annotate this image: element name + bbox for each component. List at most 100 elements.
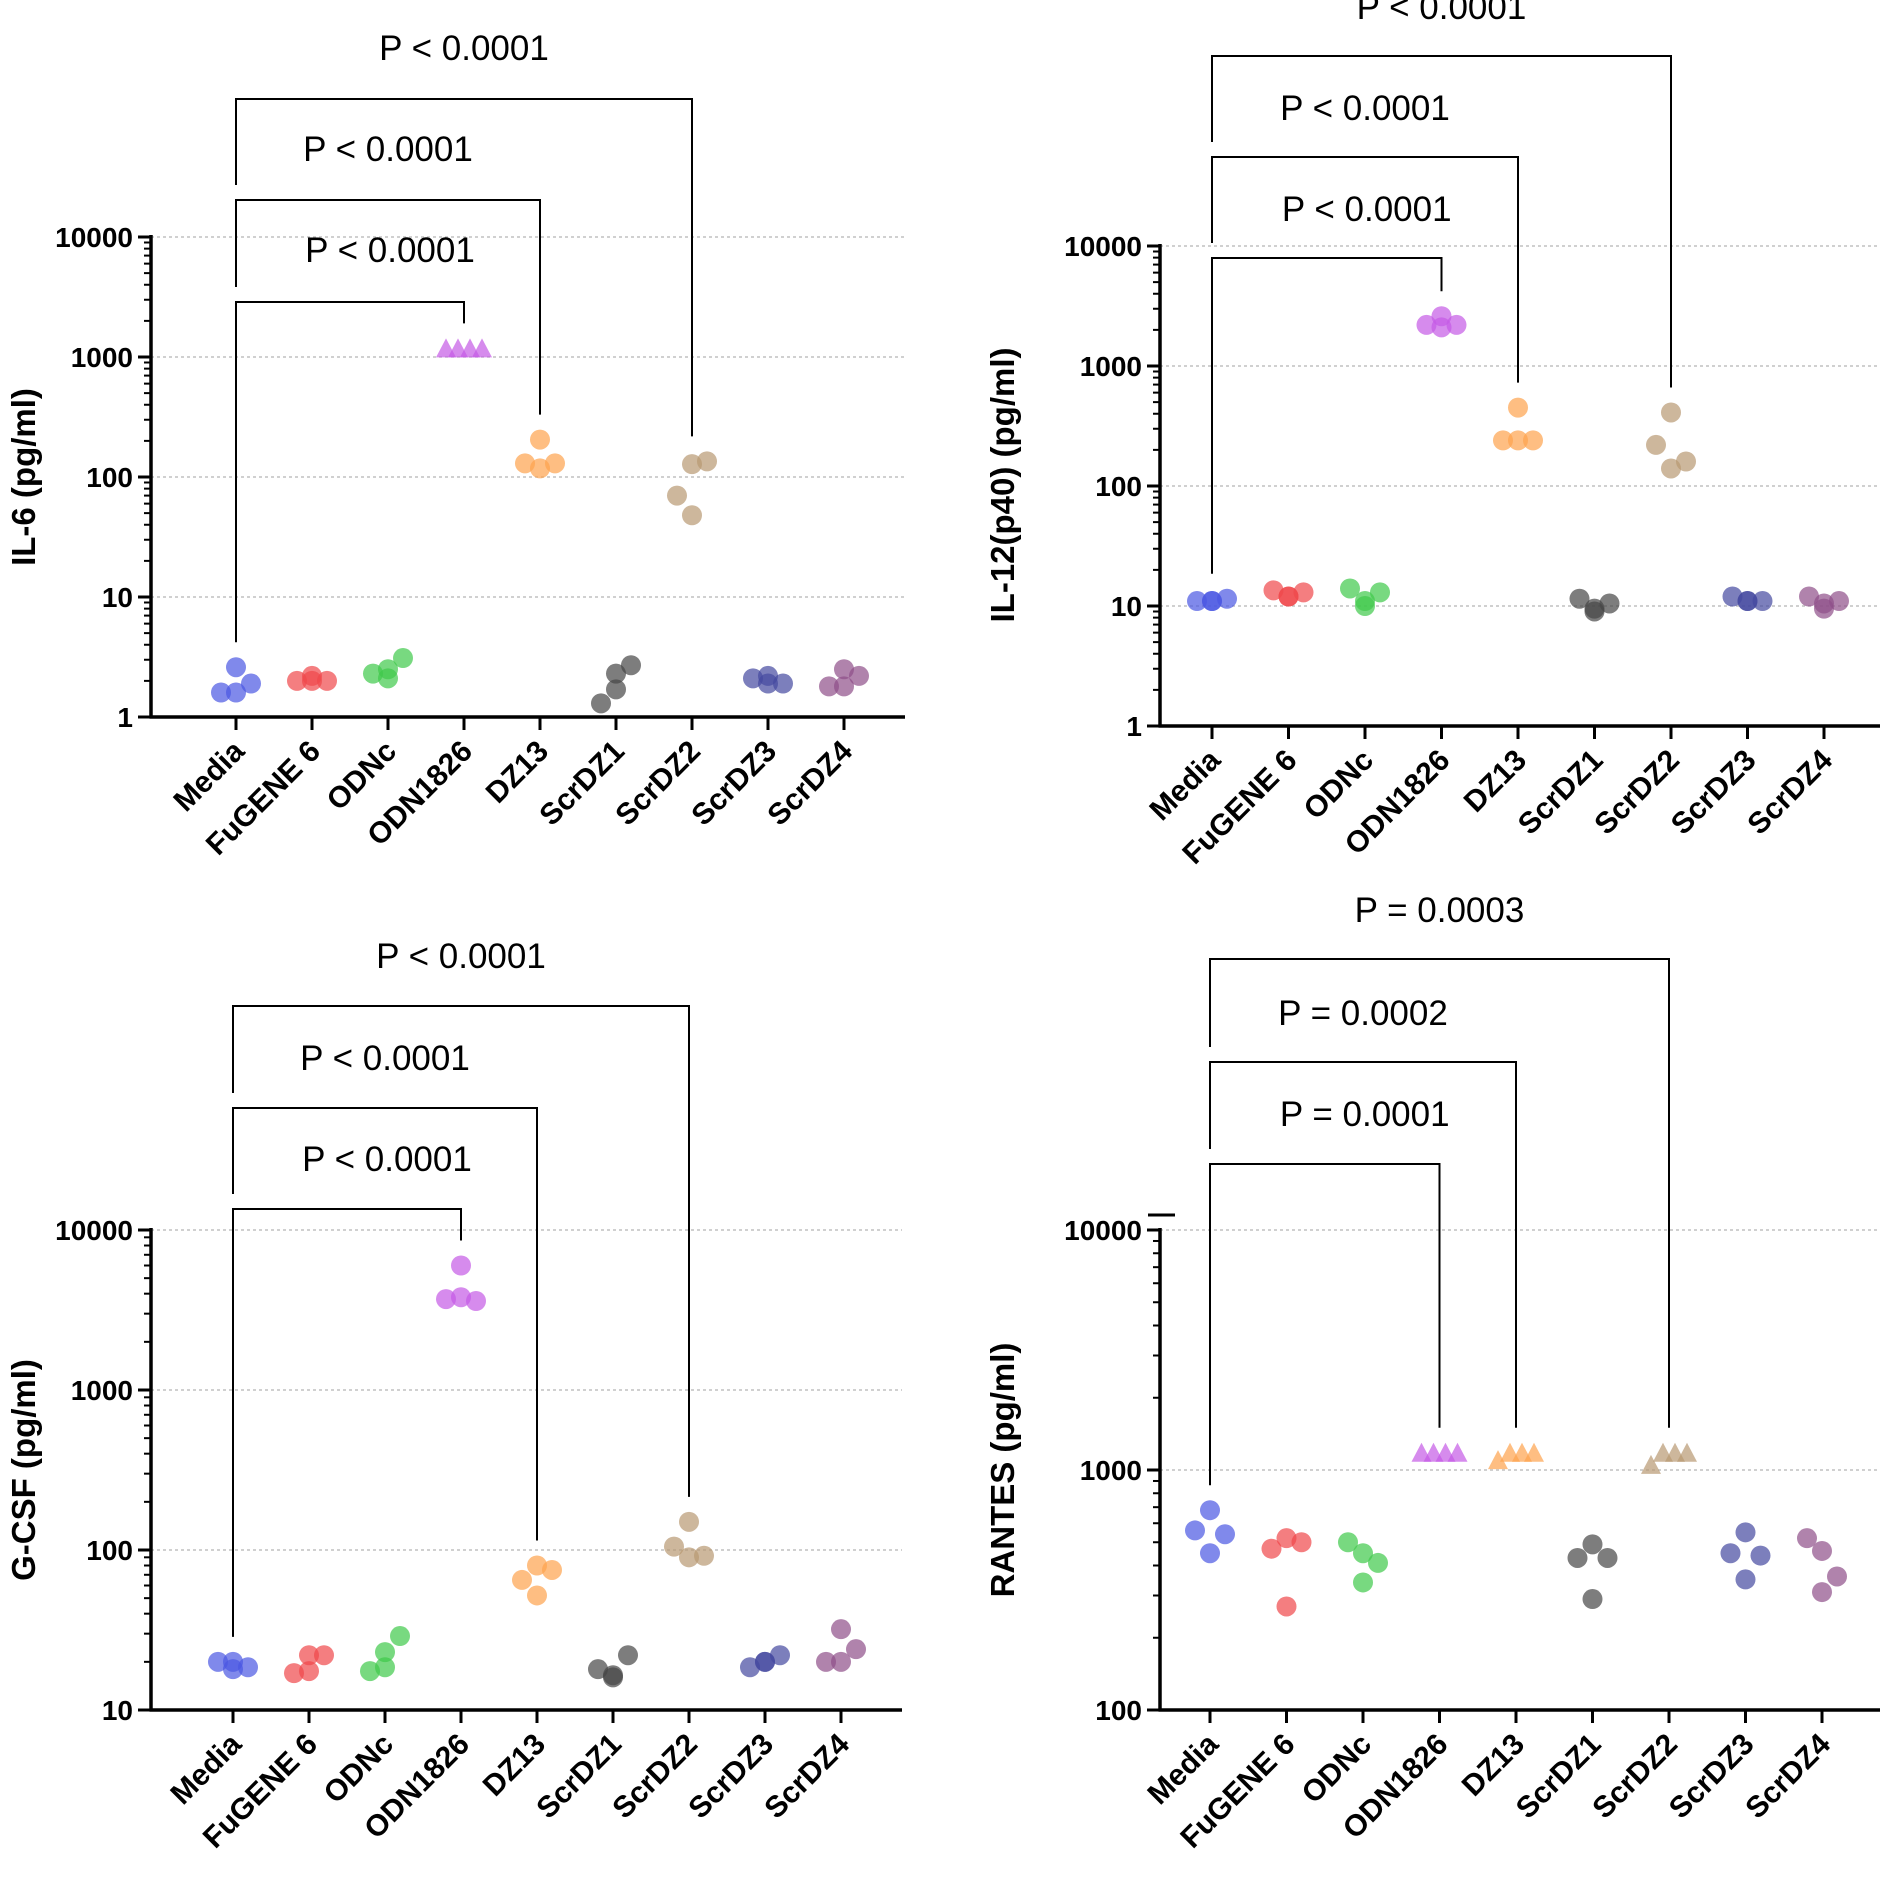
data-point <box>1567 1547 1588 1568</box>
significance-bracket <box>232 1107 538 1541</box>
data-point <box>211 682 231 703</box>
data-point <box>755 1651 775 1672</box>
data-point <box>1370 582 1390 603</box>
data-point <box>740 1657 760 1678</box>
data-point <box>1582 1534 1603 1555</box>
data-point <box>682 505 702 526</box>
data-point <box>1523 430 1543 451</box>
y-tick-label: 1000 <box>1080 351 1142 382</box>
y-tick-label: 10000 <box>55 1215 133 1246</box>
data-point <box>606 663 626 684</box>
data-point <box>223 1651 243 1672</box>
data-point <box>1676 451 1696 472</box>
data-point <box>378 668 398 689</box>
data-point <box>1750 1545 1771 1566</box>
data-point-triangle <box>1641 1454 1661 1474</box>
data-point <box>621 655 641 676</box>
y-tick-label: 1000 <box>71 1375 133 1406</box>
p-value-label: P < 0.0001 <box>305 231 475 270</box>
data-point <box>697 451 717 472</box>
p-value-label: P < 0.0001 <box>302 1140 472 1179</box>
data-point <box>1799 586 1819 607</box>
x-tick-label: ScrDZ3 <box>682 1728 780 1826</box>
data-point <box>1735 1569 1756 1590</box>
data-point <box>1508 430 1528 451</box>
p-value-label: P < 0.0001 <box>300 1039 470 1078</box>
x-tick-label: ScrDZ2 <box>609 735 707 833</box>
data-point <box>1200 1543 1220 1564</box>
x-tick-label: ScrDZ1 <box>533 735 631 833</box>
data-point <box>527 1585 547 1606</box>
data-point <box>1276 1596 1297 1617</box>
significance-bracket <box>1209 1061 1517 1428</box>
y-tick-label: 10 <box>102 1695 133 1726</box>
data-point <box>1493 430 1513 451</box>
data-point-triangle <box>472 338 492 358</box>
p-value-label: P = 0.0003 <box>1355 891 1525 930</box>
p-value-label: P < 0.0001 <box>303 130 473 169</box>
data-point <box>436 1289 456 1310</box>
data-point <box>1597 1547 1618 1568</box>
data-point <box>375 1642 395 1663</box>
data-point <box>679 1547 699 1568</box>
data-point <box>743 668 763 689</box>
significance-bracket <box>235 301 465 643</box>
data-point <box>591 693 611 714</box>
y-axis-title: G-CSF (pg/ml) <box>5 1359 42 1581</box>
x-tick-label: ScrDZ2 <box>606 1728 704 1826</box>
data-point <box>284 1663 304 1684</box>
y-tick-label: 1 <box>1126 711 1142 742</box>
data-point <box>682 454 702 475</box>
data-point <box>1829 591 1849 612</box>
data-point <box>606 679 626 700</box>
data-point <box>451 1287 471 1308</box>
y-tick-label: 100 <box>86 462 133 493</box>
p-value-label: P < 0.0001 <box>376 937 546 976</box>
data-point <box>834 676 854 697</box>
data-point <box>512 1569 532 1590</box>
p-value-label: P < 0.0001 <box>1280 89 1450 128</box>
data-point <box>1814 598 1834 619</box>
data-point <box>299 1661 319 1682</box>
x-tick-label: ScrDZ4 <box>758 1727 856 1825</box>
significance-bracket <box>1211 156 1519 383</box>
x-tick-label: ScrDZ3 <box>1665 744 1763 842</box>
p-value-label: P = 0.0001 <box>1280 1095 1450 1134</box>
data-point <box>1187 591 1207 612</box>
data-point <box>1355 591 1375 612</box>
data-point <box>679 1511 699 1532</box>
data-point <box>773 673 793 694</box>
data-point <box>1720 1543 1741 1564</box>
data-point <box>1200 1500 1220 1521</box>
data-point <box>314 1645 334 1666</box>
significance-bracket <box>1209 1163 1441 1486</box>
data-point <box>360 1661 380 1682</box>
data-point <box>816 1651 836 1672</box>
p-value-label: P < 0.0001 <box>1357 0 1527 27</box>
data-point <box>451 1255 471 1276</box>
y-tick-label: 100 <box>86 1535 133 1566</box>
data-point <box>618 1645 638 1666</box>
y-tick-label: 1 <box>117 702 133 733</box>
significance-bracket <box>1209 958 1670 1428</box>
x-tick-label: ScrDZ3 <box>685 735 783 833</box>
data-point <box>1582 1589 1603 1610</box>
significance-bracket <box>235 199 541 415</box>
data-point <box>208 1651 228 1672</box>
data-point <box>527 1555 547 1576</box>
x-tick-label: ScrDZ1 <box>1510 1728 1608 1826</box>
data-point <box>1185 1520 1205 1541</box>
data-point <box>542 1559 562 1580</box>
y-axis-title: IL-12(p40) (pg/ml) <box>984 347 1021 622</box>
y-tick-label: 10 <box>1111 591 1142 622</box>
data-point <box>603 1665 623 1686</box>
data-point <box>1737 591 1758 612</box>
data-point <box>770 1645 790 1666</box>
data-point <box>1722 586 1743 607</box>
y-tick-label: 100 <box>1095 471 1142 502</box>
data-point <box>831 1651 851 1672</box>
y-tick-label: 10000 <box>1064 231 1142 262</box>
